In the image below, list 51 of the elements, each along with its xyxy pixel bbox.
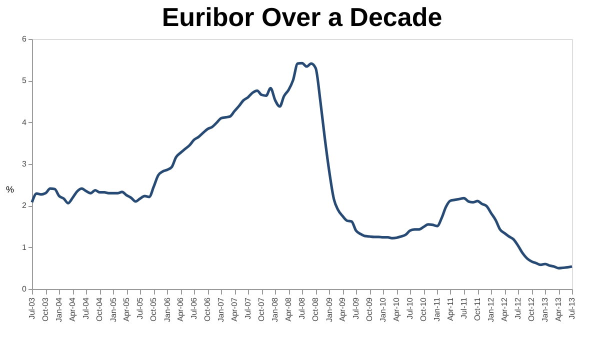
x-tick-label: Apr-06 <box>176 296 186 322</box>
x-tick-label: Oct-06 <box>203 296 212 322</box>
x-tick-label: Oct-05 <box>149 296 158 322</box>
y-tick-label: 6 <box>22 34 28 44</box>
chart-title: Euribor Over a Decade <box>162 2 442 32</box>
x-tick-label: Jan-07 <box>216 296 226 322</box>
x-tick-label: Jul-11 <box>459 296 468 319</box>
x-tick-label: Jul-06 <box>190 296 199 320</box>
y-tick-label: 2 <box>22 201 28 210</box>
x-tick-label: Jan-09 <box>324 296 334 322</box>
x-tick-label: Apr-12 <box>500 296 510 322</box>
x-tick-label: Apr-08 <box>284 296 294 322</box>
x-tick-label: Jan-04 <box>54 296 64 322</box>
y-tick-label: 1 <box>22 242 28 252</box>
x-tick-label: Jul-04 <box>82 296 91 320</box>
x-tick-label: Jul-05 <box>136 296 145 320</box>
x-tick-label: Jan-13 <box>540 296 550 322</box>
x-tick-label: Jul-10 <box>405 296 414 320</box>
y-axis-title: % <box>6 184 14 194</box>
x-tick-label: Apr-05 <box>122 296 132 322</box>
x-tick-label: Jul-12 <box>514 296 523 320</box>
x-tick-label: Apr-10 <box>392 296 402 322</box>
x-tick-label: Jul-08 <box>298 296 307 320</box>
x-tick-label: Oct-10 <box>419 296 428 322</box>
x-tick-label: Apr-09 <box>338 296 348 322</box>
x-tick-label: Jul-13 <box>568 296 576 320</box>
x-tick-label: Jul-03 <box>28 296 36 320</box>
x-tick-label: Oct-04 <box>95 296 104 322</box>
x-tick-label: Jan-10 <box>378 296 388 322</box>
x-tick-label: Apr-04 <box>68 296 78 322</box>
x-tick-label: Jul-09 <box>352 296 361 320</box>
x-tick-label: Jan-06 <box>162 296 172 322</box>
y-tick-label: 4 <box>22 118 28 127</box>
x-tick-label: Jul-07 <box>243 296 252 320</box>
x-tick-label: Apr-07 <box>230 296 240 322</box>
x-tick-label: Oct-09 <box>365 296 374 322</box>
x-tick-label: Oct-07 <box>257 296 266 322</box>
y-tick-label: 3 <box>22 160 28 168</box>
x-tick-label: Jan-11 <box>432 296 442 322</box>
line-series <box>30 62 574 270</box>
x-tick-label: Oct-11 <box>473 296 482 321</box>
x-tick-label: Oct-03 <box>41 296 50 322</box>
y-tick-label: 5 <box>22 76 28 86</box>
x-tick-label: Apr-11 <box>446 296 455 321</box>
x-tick-label: Jan-05 <box>108 296 118 322</box>
y-tick-label: 0 <box>22 284 28 294</box>
x-tick-label: Jan-12 <box>486 296 496 322</box>
x-tick-label: Oct-08 <box>311 296 320 322</box>
x-tick-label: Apr-13 <box>554 296 564 322</box>
x-tick-label: Oct-12 <box>527 296 536 322</box>
x-tick-label: Jan-08 <box>270 296 280 322</box>
